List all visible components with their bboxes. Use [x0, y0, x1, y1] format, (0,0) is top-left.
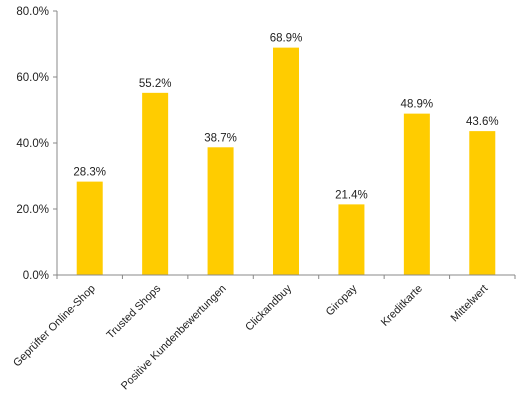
x-tick-label: Positive Kundenbewertungen — [119, 283, 229, 393]
bar — [142, 92, 169, 275]
data-label: 48.9% — [401, 99, 434, 111]
data-label: 28.3% — [73, 167, 106, 179]
y-tick-label: 40.0% — [16, 138, 49, 150]
y-axis: 0.0% 20.0% 40.0% 60.0% 80.0% — [16, 6, 58, 282]
data-label: 43.6% — [466, 116, 499, 128]
x-axis: Geprüfter Online-Shop Trusted ShopsPositi… — [11, 274, 516, 393]
data-label: 68.9% — [270, 33, 303, 45]
y-tick-label: 60.0% — [16, 72, 49, 84]
x-tick-label: Clickandbuy — [243, 282, 294, 333]
data-label: 55.2% — [139, 78, 172, 90]
x-tick-label: Trusted Shops — [104, 282, 163, 341]
y-tick-label: 20.0% — [16, 204, 49, 216]
bar — [403, 113, 430, 275]
bar — [207, 147, 234, 275]
bars — [76, 47, 496, 275]
data-label: 38.7% — [204, 132, 237, 144]
bar — [469, 131, 496, 275]
data-labels: 28.3% 55.2% 38.7% 68.9% 21.4% 48.9% 43.6% — [73, 33, 498, 202]
x-tick-label: Geprüfter Online-Shop — [11, 283, 98, 370]
y-tick-label: 80.0% — [16, 6, 49, 18]
bar — [76, 181, 103, 275]
x-tick-label: Kreditkarte — [379, 283, 425, 329]
data-label: 21.4% — [335, 189, 368, 201]
bar — [338, 204, 365, 275]
x-tick-label: Mittelwert — [449, 283, 491, 325]
bar — [273, 47, 299, 275]
y-tick-label: 0.0% — [23, 270, 49, 282]
x-tick-label: Giropay — [324, 282, 360, 318]
